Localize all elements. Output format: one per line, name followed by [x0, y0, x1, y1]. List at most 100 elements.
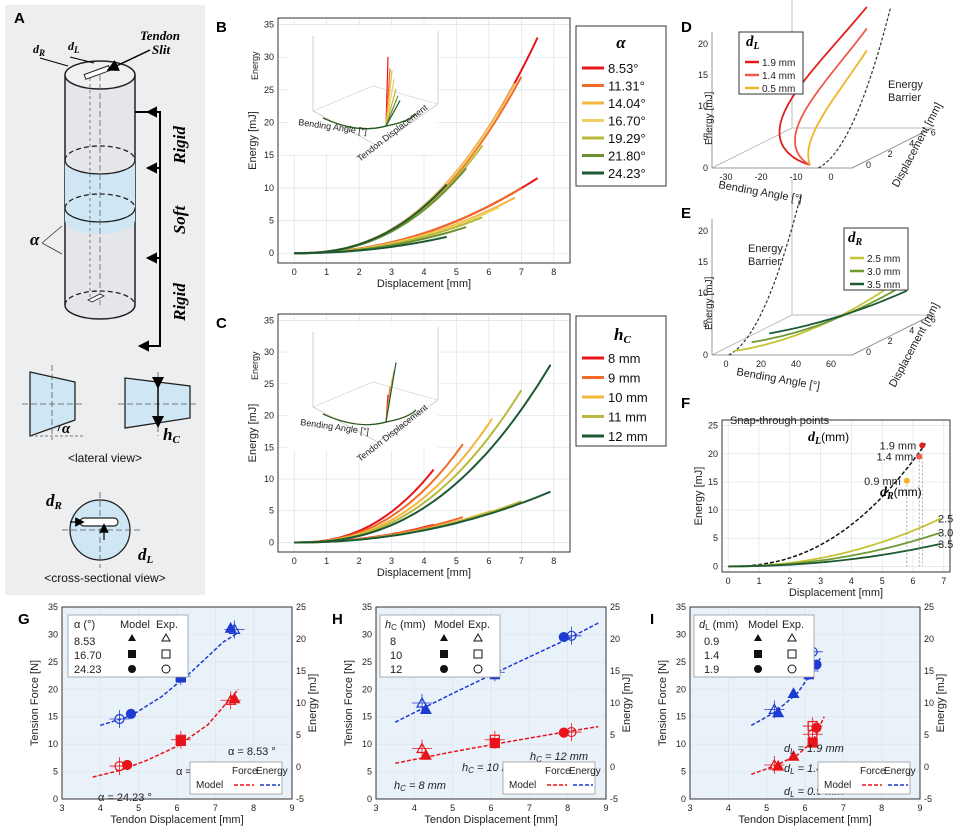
cross-view-caption: <cross-sectional view> — [44, 571, 165, 585]
h-force-label: Force — [545, 766, 571, 777]
h-energy-label: Energy — [569, 766, 601, 777]
energy-point-1 — [415, 696, 429, 708]
y-axis-label: Tension Force [N] — [343, 660, 355, 746]
y-tick-label: 20 — [264, 411, 274, 421]
x-tick-label: 8 — [551, 556, 556, 566]
y-tick-label: 20 — [698, 39, 708, 49]
y-tick-label: 25 — [264, 379, 274, 389]
y-tick-label: 35 — [362, 602, 372, 612]
y2-tick-label: 0 — [296, 762, 301, 772]
g-legend-h2: Model — [120, 619, 150, 631]
z-tick-label: 6 — [931, 315, 936, 325]
energy-point-0 — [419, 703, 432, 714]
d-ylabel: Energy [mJ] — [704, 91, 715, 145]
y2-tick-label: -5 — [610, 794, 618, 804]
x-tick-label: 40 — [791, 359, 801, 369]
g-legend: α (°) Model Exp. 8.53 16.70 24.23 — [67, 614, 189, 678]
y2-tick-label: 10 — [296, 698, 306, 708]
y-tick-label: 5 — [703, 132, 708, 142]
x-tick-label: 6 — [174, 803, 179, 813]
x-tick-label: 2 — [357, 267, 362, 277]
x-tick-label: 0 — [828, 172, 833, 182]
legend-label-1: 3.0 mm — [867, 267, 900, 278]
force-model-line — [92, 688, 239, 778]
y-tick-label: 15 — [264, 150, 274, 160]
y2-tick-label: 0 — [924, 762, 929, 772]
x-tick-label: 7 — [519, 556, 524, 566]
y-tick-label: 25 — [264, 85, 274, 95]
inset-frame — [312, 31, 439, 147]
y-tick-label: 25 — [362, 657, 372, 667]
series-0 — [778, 6, 868, 166]
i-model-box: Force Energy Model — [817, 761, 916, 795]
legend-label-4: 12 mm — [608, 429, 648, 444]
inset-floor — [312, 85, 439, 112]
y-tick-label: 10 — [698, 288, 708, 298]
series-lower-6 — [294, 235, 447, 255]
snap-label-1: 1.4 mm — [877, 452, 914, 464]
legend-label-0: 8 mm — [608, 351, 641, 366]
x-tick-label: 9 — [603, 803, 608, 813]
legend-label-0: 1.9 mm — [762, 58, 795, 69]
x-tick-label: 9 — [917, 803, 922, 813]
h-legend-h2: Model — [434, 619, 464, 631]
y-tick-label: 10 — [264, 474, 274, 484]
x-tick-label: 7 — [213, 803, 218, 813]
y-tick-label: 0 — [703, 163, 708, 173]
e-ylabel: Energy [mJ] — [704, 276, 715, 330]
g-legend-r1: 8.53 — [74, 636, 95, 648]
force-point-3 — [175, 734, 186, 745]
h-legend-r3: 12 — [390, 664, 402, 676]
f-dl-label: dL(mm) — [808, 430, 849, 447]
y2-tick-label: 20 — [610, 634, 620, 644]
h-legend-h3: Exp. — [468, 619, 490, 631]
energy-point-5 — [566, 630, 577, 641]
g-legend-r3: 24.23 — [74, 664, 102, 676]
x-tick-label: 5 — [764, 803, 769, 813]
y2-tick-label: 0 — [610, 762, 615, 772]
x-tick-label: 6 — [488, 803, 493, 813]
y-tick-label: 0 — [713, 561, 718, 571]
x-tick-label: 5 — [454, 556, 459, 566]
force-point-2 — [787, 749, 800, 761]
y-axis-label: Energy [mJ] — [247, 404, 259, 463]
rigid-label-bottom: Rigid — [170, 283, 189, 322]
y-tick-label: 0 — [269, 248, 274, 258]
h-legend-h1: hC (mm) — [385, 619, 426, 632]
i-legend: dL (mm) Model Exp. 0.9 1.4 1.9 — [693, 614, 815, 678]
dl-label: dL — [68, 39, 80, 55]
force-model-line — [395, 725, 599, 765]
plot-frame — [277, 313, 571, 553]
panel-d-label: D — [681, 19, 692, 36]
panel-g-label: G — [18, 611, 30, 628]
y-tick-label: 5 — [269, 216, 274, 226]
energy-model-line — [100, 631, 239, 727]
x-axis-label: Tendon Displacement [mm] — [110, 814, 243, 826]
hc-label: hC — [163, 425, 180, 446]
x-axis-label: Displacement [mm] — [789, 587, 883, 599]
energy-barrier — [818, 7, 891, 169]
h-legend: hC (mm) Model Exp. 8 10 12 — [379, 614, 501, 678]
b-legend-entries: 8.53° 11.31° 14.04° 16.70° 19.29° 21.80° 24.23… — [582, 61, 646, 181]
snap-point-1 — [916, 453, 923, 460]
panel-h-label: H — [332, 611, 343, 628]
b-legend-title: α — [616, 33, 626, 52]
chart-b: 0 1 2 3 4 5 6 7 8 0 5 10 15 20 25 30 35 Displacement [mm]… — [247, 17, 571, 290]
i-force-label: Force — [860, 766, 886, 777]
dr-dim-line — [39, 57, 69, 67]
floor — [711, 127, 933, 169]
z-tick-label: 2 — [888, 336, 893, 346]
inset-floor — [312, 381, 439, 408]
series-2 — [769, 289, 908, 335]
x-axis-label: Tendon Displacement [mm] — [424, 814, 557, 826]
x-tick-label: 4 — [421, 556, 426, 566]
x-tick-label: 5 — [136, 803, 141, 813]
x-tick-label: 4 — [726, 803, 731, 813]
x-tick-label: 3 — [687, 803, 692, 813]
force-point-3 — [489, 734, 500, 745]
lateral-view-illustration — [22, 365, 198, 440]
series-label-0: 2.5 — [938, 514, 953, 526]
series-lower-3 — [294, 500, 522, 544]
y2-tick-label: 25 — [296, 602, 306, 612]
